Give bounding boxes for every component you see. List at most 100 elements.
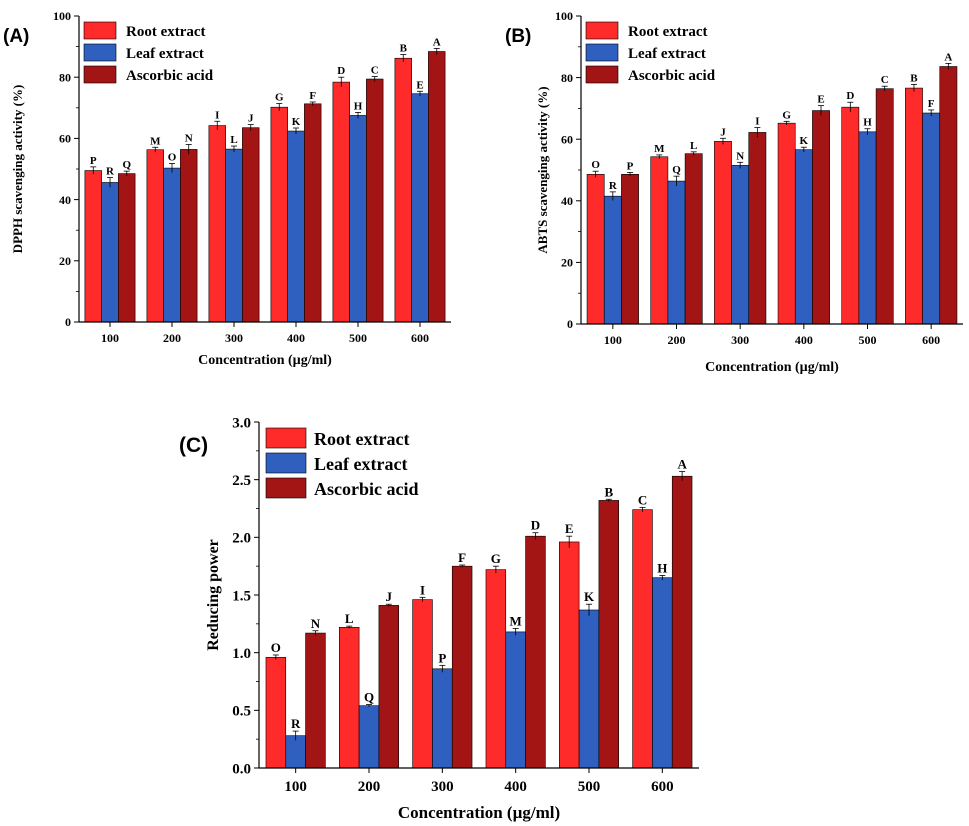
significance-label: R (291, 716, 301, 731)
bar-ascorbic-400 (812, 110, 830, 325)
chart-panel-c: (C) O L I G E C R Q P M K H N J F D B A 0.0 0.5 1.0 1.5 2.0 2.5 3… (179, 415, 699, 822)
bar-ascorbic-600 (428, 51, 446, 323)
bar-ascorbic-500 (366, 78, 384, 323)
bar-leaf-100 (101, 182, 119, 323)
y-tick-label: 60 (561, 132, 573, 146)
significance-label: N (736, 150, 744, 162)
legend-swatch-leaf (585, 43, 619, 62)
x-axis-title: Concentration (µg/ml) (705, 360, 839, 375)
significance-label: D (846, 90, 854, 102)
legend: Root extract Leaf extract Ascorbic acid (83, 21, 214, 84)
bar-ascorbic-300 (748, 132, 767, 325)
y-tick-label: 2.5 (232, 473, 251, 489)
significance-label: M (150, 135, 161, 147)
bar-root-500 (841, 106, 860, 325)
y-axis-title: ABTS scavenging activity (%) (535, 86, 550, 253)
significance-label: P (90, 155, 97, 167)
y-tick-label: 0 (65, 315, 71, 329)
significance-label: O (168, 151, 177, 163)
significance-label: G (275, 92, 284, 104)
legend-label: Ascorbic acid (126, 68, 214, 84)
y-tick-label: 100 (53, 9, 71, 23)
significance-label: H (354, 100, 363, 112)
significance-label: A (944, 51, 952, 63)
y-tick-label: 0.0 (232, 761, 251, 777)
bar-leaf-100 (285, 735, 306, 769)
y-tick-label: 3.0 (232, 415, 251, 431)
legend-label: Root extract (314, 429, 409, 449)
significance-label: L (690, 140, 697, 152)
x-tick-label: 300 (225, 331, 243, 345)
bar-leaf-500 (858, 131, 877, 325)
bar-root-600 (905, 87, 923, 325)
legend-swatch-leaf (83, 43, 117, 62)
significance-label: J (386, 589, 393, 604)
significance-label: G (491, 551, 501, 566)
significance-label: R (609, 180, 618, 192)
x-tick-label: 500 (859, 333, 877, 347)
significance-label: J (720, 126, 726, 138)
x-tick-label: 400 (504, 779, 527, 795)
significance-label: E (416, 79, 423, 91)
bar-root-200 (650, 156, 669, 325)
significance-label: K (800, 135, 809, 147)
x-tick-label: 100 (284, 779, 307, 795)
y-tick-label: 60 (59, 132, 71, 146)
significance-label: F (458, 550, 466, 565)
bar-ascorbic-100 (621, 174, 639, 325)
legend-label: Leaf extract (126, 46, 204, 62)
y-tick-label: 0 (567, 317, 573, 331)
bar-leaf-200 (667, 180, 686, 325)
y-tick-label: 0.5 (232, 704, 251, 720)
significance-label: I (420, 582, 425, 597)
significance-label: A (677, 457, 687, 472)
bar-leaf-200 (163, 167, 181, 323)
bar-leaf-600 (652, 577, 673, 769)
significance-label: Q (122, 159, 131, 171)
bar-ascorbic-600 (671, 475, 693, 769)
significance-label: M (654, 143, 665, 155)
bar-leaf-400 (794, 149, 813, 325)
y-tick-label: 80 (561, 71, 573, 85)
chart-panel-b: (B) O M J G D B R Q N K H F P L I E C A 0 20 40 60 80 100 100 200 3… (505, 9, 963, 375)
significance-label: F (928, 98, 935, 110)
significance-label: Q (672, 164, 681, 176)
legend-label: Leaf extract (628, 46, 706, 62)
bar-ascorbic-400 (525, 535, 546, 769)
significance-label: E (817, 94, 824, 106)
legend-swatch-root (585, 21, 619, 40)
significance-label: M (510, 613, 522, 628)
significance-label: C (638, 492, 647, 507)
bar-ascorbic-100 (305, 632, 326, 769)
bar-root-500 (332, 81, 350, 323)
y-axis-title: DPPH scavenging activity (%) (10, 85, 25, 254)
legend-label: Ascorbic acid (628, 68, 716, 84)
bar-ascorbic-500 (598, 500, 620, 769)
bar-root-200 (146, 149, 164, 323)
significance-label: C (371, 65, 379, 77)
y-tick-label: 1.0 (232, 646, 251, 662)
legend: Root extract Leaf extract Ascorbic acid (265, 427, 418, 499)
bar-leaf-300 (432, 668, 453, 769)
y-tick-label: 2.0 (232, 531, 251, 547)
x-tick-label: 100 (101, 331, 119, 345)
significance-label: P (438, 650, 446, 665)
significance-label: J (248, 113, 254, 125)
bar-leaf-400 (287, 130, 305, 323)
significance-label: A (433, 36, 441, 48)
bar-leaf-100 (603, 195, 622, 325)
bar-ascorbic-300 (451, 565, 473, 769)
bar-root-600 (632, 509, 653, 769)
x-tick-label: 300 (431, 779, 454, 795)
bar-root-100 (586, 174, 605, 325)
bar-ascorbic-300 (242, 127, 260, 323)
legend-label: Leaf extract (314, 454, 407, 474)
significance-label: F (309, 90, 316, 102)
significance-label: I (215, 109, 219, 121)
significance-label: H (863, 117, 872, 129)
bar-leaf-500 (578, 609, 600, 769)
x-tick-label: 600 (411, 331, 429, 345)
bar-leaf-600 (922, 112, 941, 325)
significance-label: B (910, 72, 918, 84)
bar-root-300 (208, 125, 226, 323)
